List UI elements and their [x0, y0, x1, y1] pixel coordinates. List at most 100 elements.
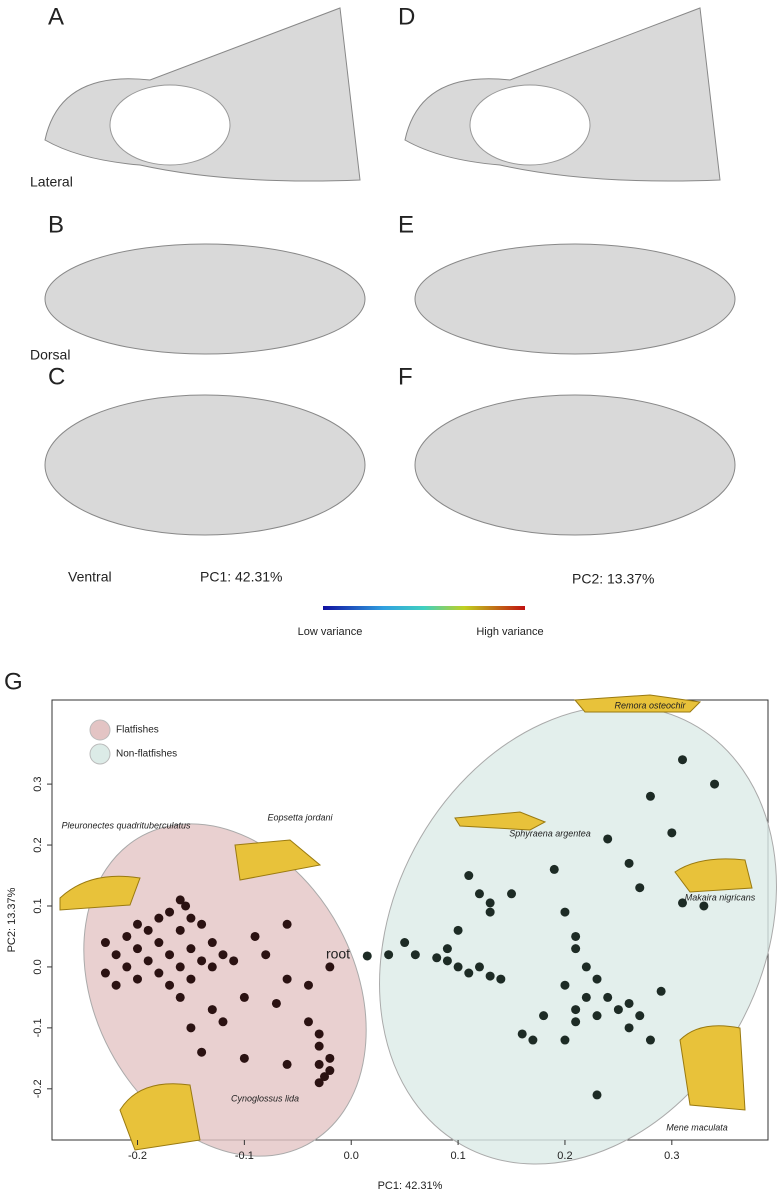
- data-point: [592, 1090, 602, 1100]
- data-point: [314, 1029, 324, 1039]
- data-point: [581, 962, 591, 972]
- data-point: [485, 907, 495, 917]
- data-point: [122, 962, 132, 972]
- specimen-images: [59, 694, 753, 1151]
- data-point: [325, 962, 335, 972]
- data-point: [132, 974, 142, 984]
- data-point: [282, 974, 292, 984]
- data-point: [207, 962, 217, 972]
- data-point: [464, 871, 474, 881]
- data-point: [560, 1035, 570, 1045]
- panel-label: A: [48, 3, 64, 30]
- data-point: [186, 974, 196, 984]
- data-point: [261, 950, 271, 960]
- annotation: Remora osteochir: [614, 700, 686, 710]
- data-point: [571, 931, 581, 941]
- data-point: [410, 950, 420, 960]
- data-point: [239, 992, 249, 1002]
- x-tick-label: 0.2: [557, 1150, 572, 1162]
- data-point: [175, 895, 185, 905]
- data-point: [207, 1005, 217, 1015]
- data-point: [645, 1035, 655, 1045]
- data-point: [165, 907, 175, 917]
- data-point: [442, 944, 452, 954]
- panel-label: D: [398, 3, 415, 30]
- data-point: [507, 889, 517, 899]
- data-point: [645, 791, 655, 801]
- data-point: [474, 962, 484, 972]
- y-tick-label: 0.2: [32, 837, 44, 852]
- data-point: [111, 980, 121, 990]
- panel-label: G: [4, 668, 23, 695]
- data-point: [175, 962, 185, 972]
- data-point: [122, 931, 132, 941]
- data-point: [154, 938, 164, 948]
- data-point: [197, 956, 207, 966]
- data-point: [474, 889, 484, 899]
- data-point: [656, 986, 666, 996]
- x-axis-label: PC1: 42.31%: [378, 1180, 443, 1192]
- view-label: Lateral: [30, 174, 73, 190]
- data-point: [560, 907, 570, 917]
- data-point: [143, 925, 153, 935]
- data-point: [282, 1059, 292, 1069]
- data-point: [218, 1017, 228, 1027]
- data-point: [320, 1072, 330, 1082]
- annotation: Mene maculata: [666, 1122, 728, 1132]
- data-point: [560, 980, 570, 990]
- group-region: [379, 705, 777, 1165]
- data-point: [678, 755, 688, 765]
- group-region: [83, 823, 367, 1157]
- data-point: [603, 992, 613, 1002]
- panel-label: F: [398, 363, 413, 390]
- data-point: [384, 950, 394, 960]
- y-tick-label: 0.3: [32, 776, 44, 791]
- colorbar-label: Low variance: [298, 626, 363, 638]
- data-point: [464, 968, 474, 978]
- data-point: [571, 1005, 581, 1015]
- y-axis-label: PC2: 13.37%: [6, 887, 18, 952]
- y-tick-label: -0.2: [32, 1079, 44, 1098]
- data-point: [635, 883, 645, 893]
- data-point: [154, 968, 164, 978]
- orbit: [109, 84, 591, 166]
- y-tick-label: -0.1: [32, 1018, 44, 1037]
- data-point: [314, 1041, 324, 1051]
- data-point: [635, 1011, 645, 1021]
- panel-label: B: [48, 211, 64, 238]
- data-point: [667, 828, 677, 838]
- data-point: [186, 913, 196, 923]
- annotation: Pleuronectes quadrituberculatus: [61, 820, 191, 830]
- data-point: [624, 858, 634, 868]
- legend-swatch: [89, 719, 111, 741]
- data-point: [186, 1023, 196, 1033]
- y-tick-label: 0.0: [32, 959, 44, 974]
- data-point: [239, 1053, 249, 1063]
- data-point: [132, 944, 142, 954]
- colorbar-label: High variance: [476, 626, 543, 638]
- data-point: [624, 998, 634, 1008]
- data-point: [165, 950, 175, 960]
- data-point: [496, 974, 506, 984]
- annotation: Cynoglossus lida: [231, 1093, 299, 1103]
- panel-label: C: [48, 363, 65, 390]
- data-point: [539, 1011, 549, 1021]
- data-point: [250, 931, 260, 941]
- data-point: [571, 944, 581, 954]
- data-point: [100, 938, 110, 948]
- data-point: [175, 992, 185, 1002]
- data-point: [549, 864, 559, 874]
- panel-label: E: [398, 211, 414, 238]
- data-point: [624, 1023, 634, 1033]
- data-point: [528, 1035, 538, 1045]
- data-point: [218, 950, 228, 960]
- data-point: [453, 962, 463, 972]
- data-point: [314, 1059, 324, 1069]
- data-point: [678, 898, 688, 908]
- legend-label: Non-flatfishes: [116, 749, 177, 760]
- data-point: [271, 998, 281, 1008]
- data-point: [181, 901, 191, 911]
- view-label: Ventral: [68, 569, 112, 585]
- annotation: root: [326, 946, 350, 962]
